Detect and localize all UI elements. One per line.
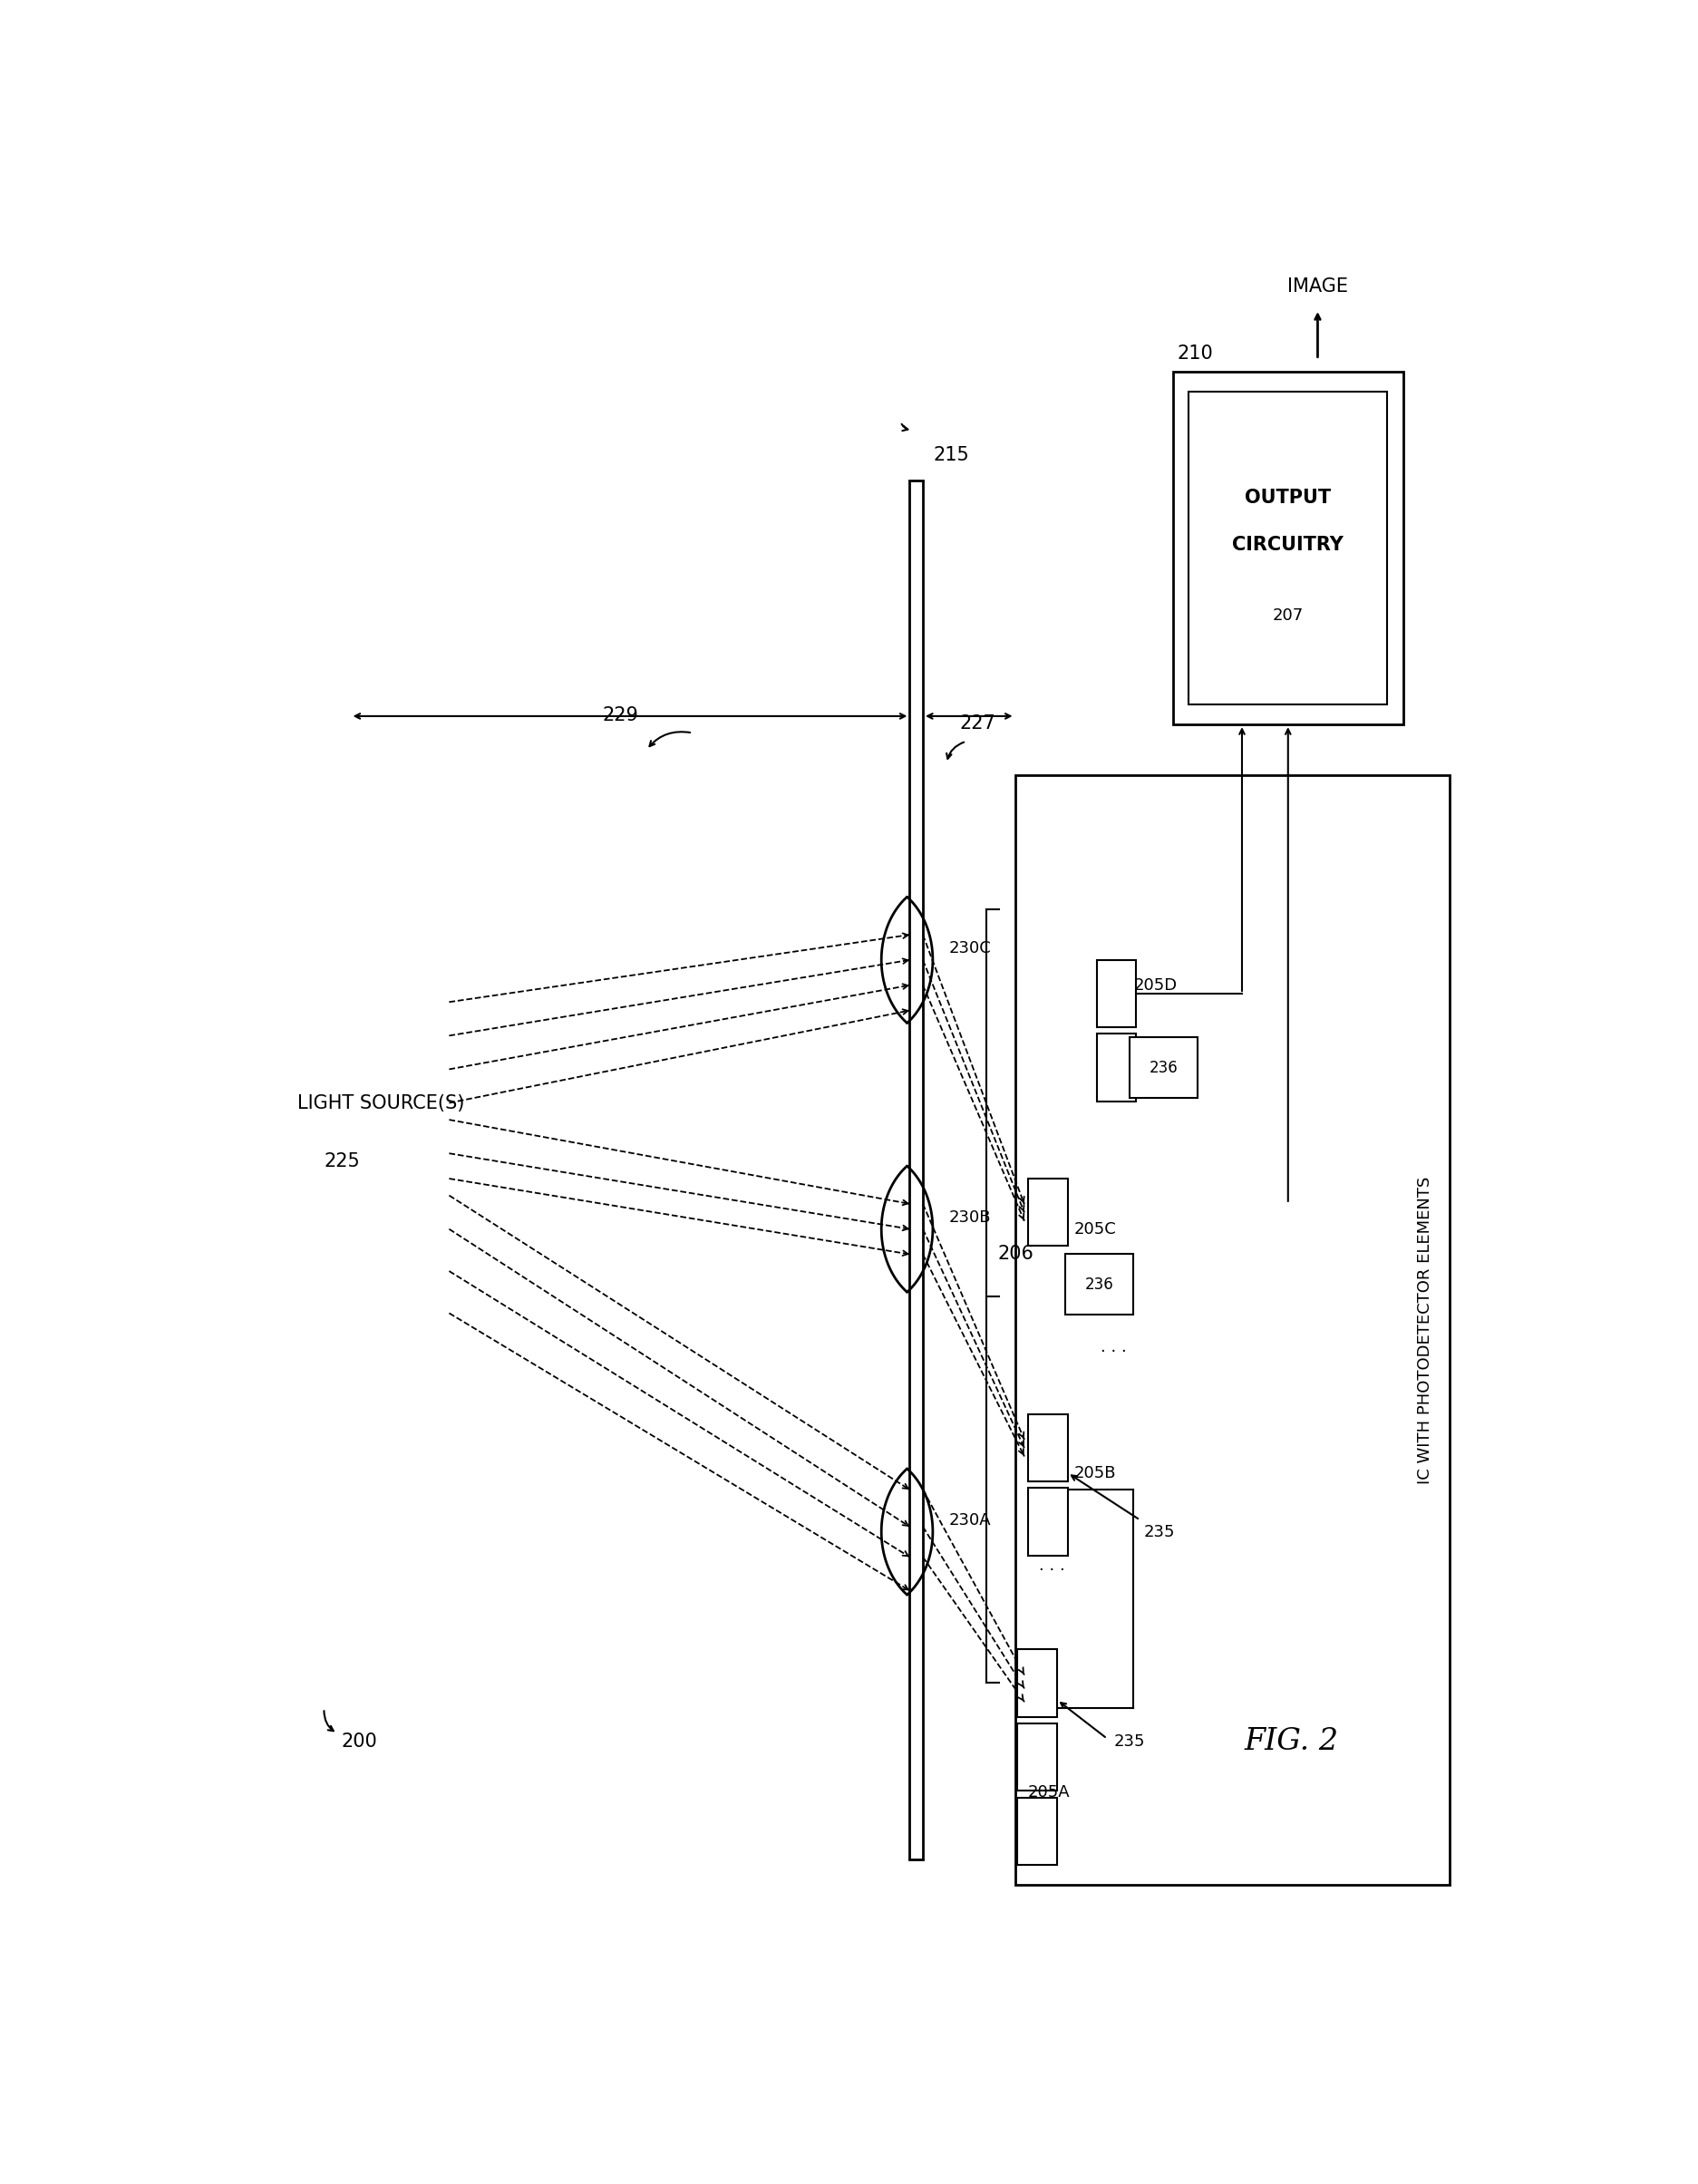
Bar (1065, 1254, 1134, 1315)
Text: 235: 235 (1114, 1734, 1144, 1749)
Text: IMAGE: IMAGE (1287, 277, 1348, 295)
Text: CIRCUITRY: CIRCUITRY (1233, 535, 1343, 555)
Bar (1189, 391, 1387, 705)
Text: 205C: 205C (1075, 1221, 1117, 1236)
Bar (1017, 1797, 1058, 1865)
Bar (1017, 1649, 1058, 1717)
Text: 230A: 230A (949, 1511, 992, 1529)
Text: 230B: 230B (949, 1210, 992, 1225)
Text: 205B: 205B (1075, 1465, 1116, 1481)
Bar (1017, 1723, 1058, 1791)
Text: LIGHT SOURCE(S): LIGHT SOURCE(S) (297, 1094, 465, 1112)
Bar (1015, 775, 1448, 1885)
Text: IC WITH PHOTODETECTOR ELEMENTS: IC WITH PHOTODETECTOR ELEMENTS (1418, 1177, 1433, 1483)
Text: 205A: 205A (1027, 1784, 1070, 1800)
Text: . . .: . . . (1039, 1557, 1065, 1572)
Bar (1129, 1037, 1197, 1099)
Bar (1027, 1487, 1068, 1555)
Text: 225: 225 (324, 1153, 360, 1171)
Text: FIG. 2: FIG. 2 (1245, 1728, 1338, 1756)
Text: 236: 236 (1085, 1275, 1114, 1293)
Text: 230C: 230C (949, 939, 992, 957)
Text: 215: 215 (934, 446, 970, 463)
Bar (1173, 371, 1403, 725)
Text: 227: 227 (959, 714, 995, 734)
Text: 210: 210 (1177, 345, 1212, 363)
Text: 200: 200 (341, 1732, 377, 1752)
Bar (1097, 1033, 1136, 1101)
Text: OUTPUT: OUTPUT (1245, 489, 1331, 507)
Bar (1027, 1179, 1068, 1245)
Text: 206: 206 (998, 1245, 1034, 1262)
Text: 235: 235 (1144, 1524, 1175, 1540)
Text: 207: 207 (1272, 607, 1304, 622)
Text: 236: 236 (1150, 1059, 1178, 1077)
Text: 205D: 205D (1134, 976, 1177, 994)
Bar (1097, 961, 1136, 1026)
Bar (1027, 1413, 1068, 1481)
Text: . . .: . . . (1100, 1339, 1127, 1354)
Text: 229: 229 (603, 705, 638, 725)
